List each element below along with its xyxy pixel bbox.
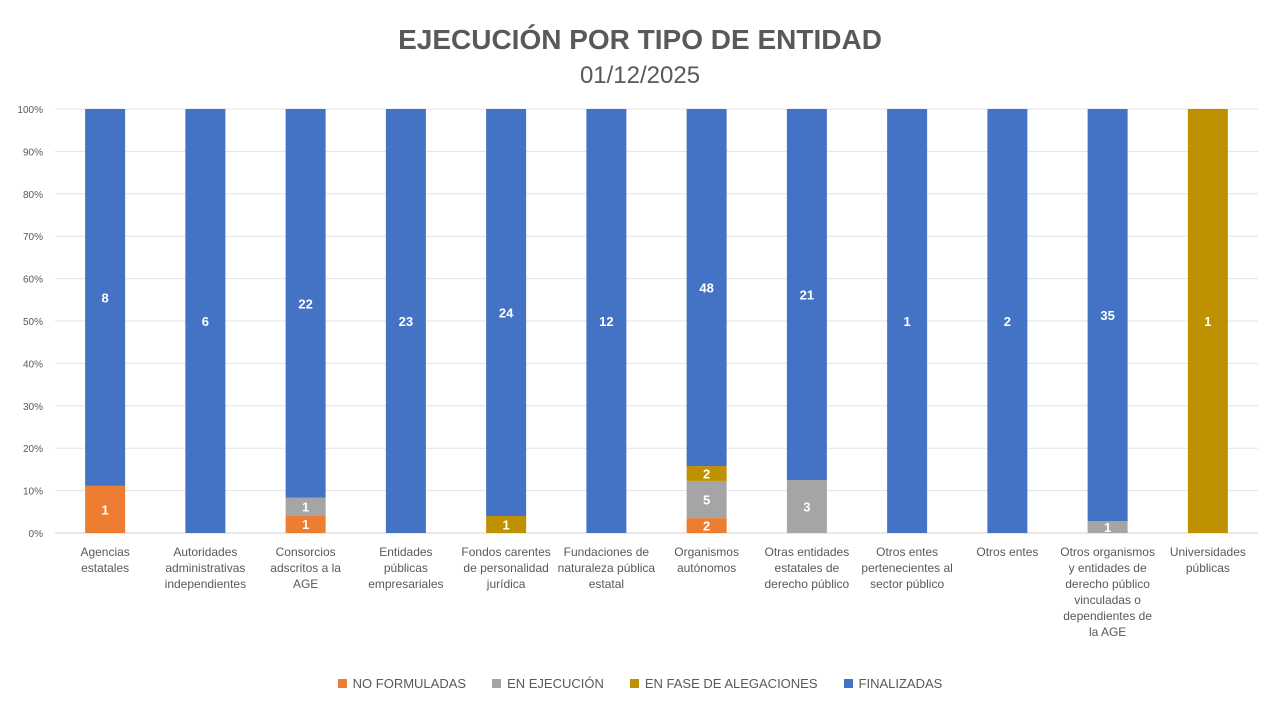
x-tick-label: Autoridades administrativas independient…: [164, 545, 247, 591]
bar-segment: [385, 109, 426, 533]
bar-segment: [786, 109, 827, 480]
bar-segment: [586, 109, 627, 533]
y-tick-label: 50%: [23, 317, 43, 328]
legend-label: NO FORMULADAS: [352, 676, 467, 691]
y-tick-label: 100%: [17, 105, 43, 116]
data-label: 2: [703, 519, 710, 534]
data-label: 1: [904, 314, 911, 329]
bar-segment: [486, 109, 527, 517]
legend-swatch: [337, 679, 347, 688]
legend: NO FORMULADAS EN EJECUCIÓN EN FASE DE ALEG…: [0, 676, 1280, 691]
legend-item: FINALIZADAS: [843, 676, 943, 691]
data-label: 12: [599, 314, 613, 329]
bar-segment: [1087, 109, 1128, 522]
data-label: 2: [1004, 314, 1011, 329]
bar-segment: [1187, 109, 1228, 533]
legend-swatch: [629, 679, 639, 688]
y-tick-label: 90%: [23, 147, 43, 158]
data-label: 23: [399, 314, 413, 329]
bar-segment: [285, 497, 326, 516]
bar-segment: [285, 109, 326, 498]
data-label: 1: [302, 500, 309, 515]
bar-segment: [686, 518, 727, 533]
y-tick-label: 0%: [29, 529, 44, 540]
data-label: 1: [1104, 520, 1111, 535]
y-tick-label: 80%: [23, 190, 43, 201]
bar-segment: [887, 109, 928, 533]
data-label: 1: [1204, 314, 1211, 329]
x-tick-label: Fondos carentes de personalidad jurídica: [461, 545, 551, 591]
y-tick-label: 40%: [23, 359, 43, 370]
bar-segment: [686, 466, 727, 481]
legend-label: FINALIZADAS: [858, 676, 943, 691]
bar-segment: [1087, 521, 1128, 533]
data-label: 22: [298, 296, 312, 311]
y-tick-label: 20%: [23, 444, 43, 455]
legend-item: EN FASE DE ALEGACIONES: [629, 676, 818, 691]
data-label: 35: [1100, 308, 1114, 323]
legend-label: EN EJECUCIÓN: [507, 676, 604, 691]
y-tick-label: 60%: [23, 275, 43, 286]
bar-segment: [185, 109, 226, 533]
bar-segment: [85, 109, 126, 486]
bar-segment: [686, 480, 727, 519]
x-tick-label: Otros organismos y entidades de derecho …: [1060, 545, 1155, 639]
data-label: 24: [499, 306, 514, 321]
data-label: 6: [202, 314, 209, 329]
data-label: 21: [800, 288, 814, 303]
bar-segment: [987, 109, 1028, 533]
chart-title: EJECUCIÓN POR TIPO DE ENTIDAD: [398, 24, 882, 55]
bar-segment: [285, 515, 326, 533]
data-label: 8: [102, 290, 109, 305]
legend-item: NO FORMULADAS: [337, 676, 467, 691]
x-tick-label: Agencias estatales: [80, 545, 130, 575]
x-tick-label: Consorcios adscritos a la AGE: [270, 545, 341, 591]
x-tick-label: Otros entes: [976, 545, 1039, 559]
chart-subtitle: 01/12/2025: [579, 62, 701, 89]
data-label: 48: [699, 281, 713, 296]
data-label: 1: [503, 518, 510, 533]
data-label: 1: [302, 517, 309, 532]
legend-item: EN EJECUCIÓN: [492, 676, 604, 691]
bar-segment: [85, 485, 126, 533]
bar-segment: [486, 516, 527, 533]
bar-segment: [686, 109, 727, 467]
y-tick-label: 70%: [23, 232, 43, 243]
legend-swatch: [843, 679, 853, 688]
y-tick-label: 10%: [23, 487, 43, 498]
y-tick-label: 30%: [23, 402, 43, 413]
x-tick-label: Otras entidades estatales de derecho púb…: [764, 545, 850, 591]
data-label: 5: [703, 493, 710, 508]
x-tick-label: Entidades públicas empresariales: [368, 545, 444, 591]
x-tick-label: Otros entes pertenecientes al sector púb…: [861, 545, 953, 591]
legend-swatch: [492, 679, 502, 688]
x-tick-label: Universidades públicas: [1169, 545, 1246, 575]
x-tick-label: Organismos autónomos: [674, 545, 739, 575]
bar-segment: [786, 480, 827, 533]
data-label: 3: [803, 500, 810, 515]
data-label: 1: [102, 502, 109, 517]
x-tick-label: Fundaciones de naturaleza pública estata…: [557, 545, 656, 591]
data-label: 2: [703, 466, 710, 481]
legend-label: EN FASE DE ALEGACIONES: [644, 676, 818, 691]
